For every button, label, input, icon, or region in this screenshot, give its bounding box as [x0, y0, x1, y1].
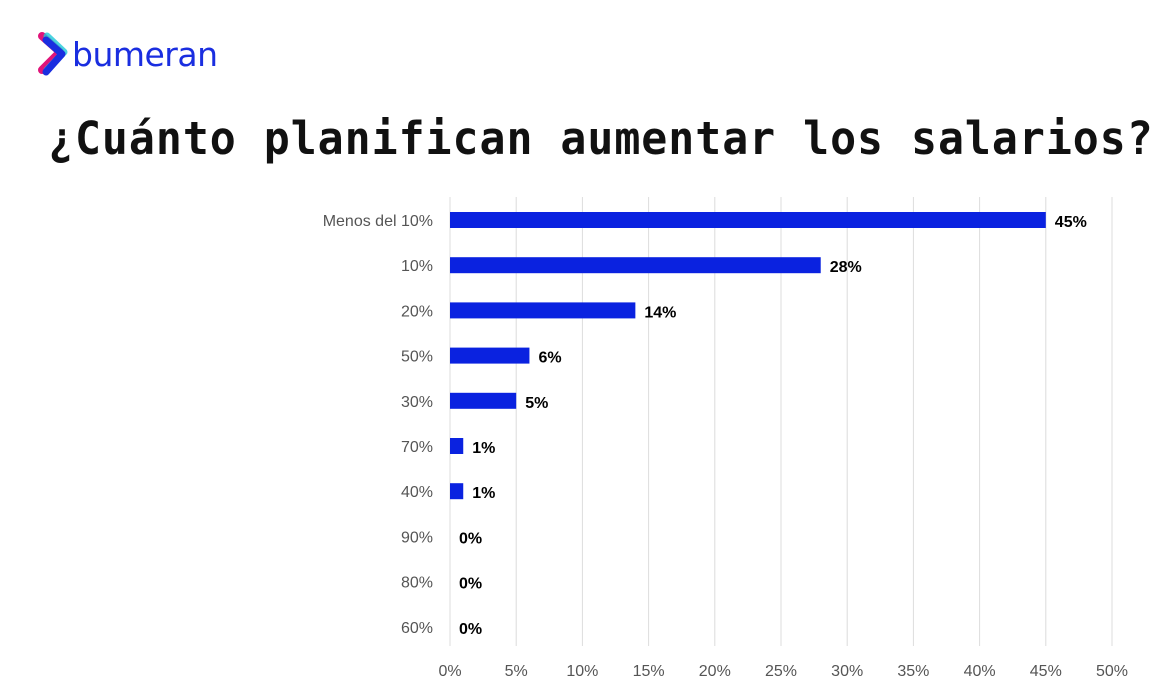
bar: [450, 257, 821, 274]
bumeran-logo: bumeran: [38, 32, 218, 76]
category-label: Menos del 10%: [323, 213, 433, 230]
category-label: 70%: [401, 439, 433, 456]
category-label: 60%: [401, 620, 433, 637]
bar: [450, 392, 517, 409]
data-label: 0%: [459, 530, 482, 547]
data-label: 14%: [644, 304, 676, 321]
bar: [450, 347, 530, 364]
x-tick-label: 10%: [566, 663, 598, 680]
category-label: 40%: [401, 484, 433, 501]
x-tick-label: 5%: [505, 663, 528, 680]
data-label: 0%: [459, 621, 482, 638]
bumeran-chevron-icon: [38, 32, 68, 76]
logo-text: bumeran: [72, 34, 218, 74]
data-label: 1%: [472, 485, 495, 502]
category-label: 80%: [401, 575, 433, 592]
data-label: 45%: [1055, 214, 1087, 231]
x-tick-label: 35%: [897, 663, 929, 680]
x-tick-label: 20%: [699, 663, 731, 680]
x-tick-label: 0%: [438, 663, 461, 680]
x-tick-label: 40%: [964, 663, 996, 680]
data-label: 28%: [830, 259, 862, 276]
bar: [450, 302, 636, 319]
category-label: 30%: [401, 394, 433, 411]
data-label: 6%: [538, 350, 561, 367]
bar: [450, 212, 1046, 228]
data-label: 1%: [472, 440, 495, 457]
x-tick-label: 15%: [633, 663, 665, 680]
x-tick-label: 45%: [1030, 663, 1062, 680]
data-label: 0%: [459, 576, 482, 593]
bar: [450, 438, 464, 454]
bar: [450, 483, 464, 500]
category-label: 90%: [401, 529, 433, 546]
category-label: 20%: [401, 303, 433, 320]
x-tick-label: 30%: [831, 663, 863, 680]
x-tick-label: 50%: [1096, 663, 1128, 680]
category-label: 10%: [401, 258, 433, 275]
x-tick-label: 25%: [765, 663, 797, 680]
category-label: 50%: [401, 349, 433, 366]
chart-title: ¿Cuánto planifican aumentar los salarios…: [48, 112, 1154, 165]
data-label: 5%: [525, 395, 548, 412]
